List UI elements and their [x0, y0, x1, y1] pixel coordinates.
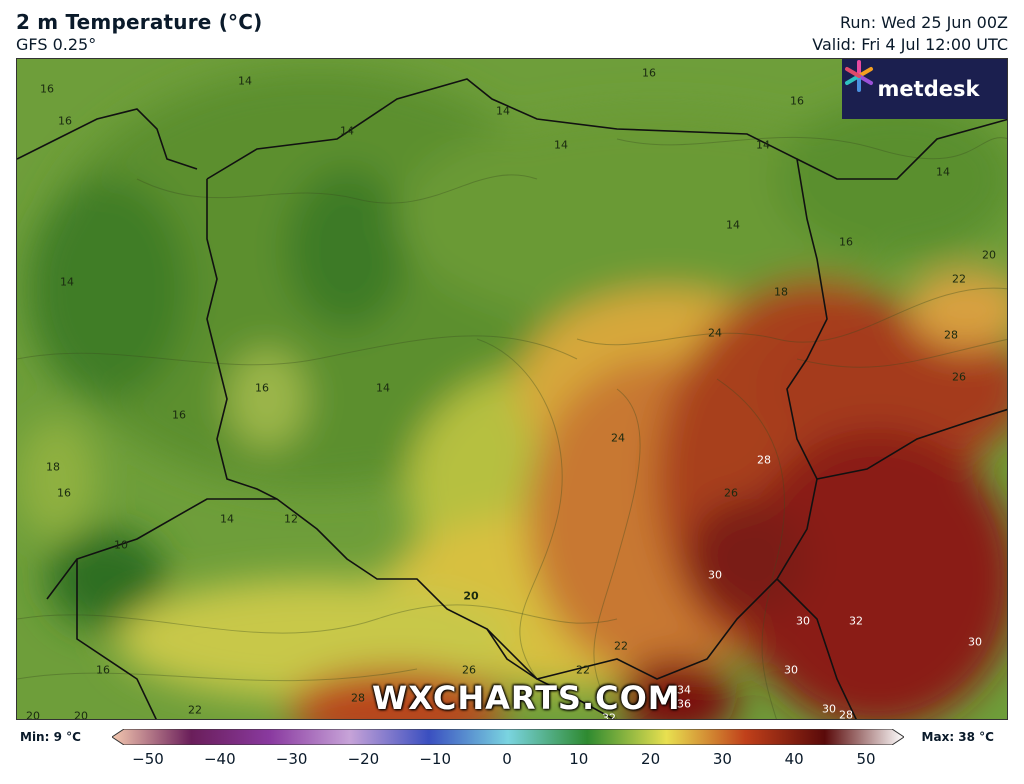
model-label: GFS 0.25°: [16, 35, 97, 54]
metdesk-logo-icon: [845, 60, 873, 92]
contour-label: 14: [756, 138, 770, 152]
contour-label: 18: [774, 285, 788, 299]
contour-label: 24: [611, 431, 625, 445]
map-fill: [17, 59, 1007, 719]
contour-label: 26: [952, 370, 966, 384]
scale-tick-label: 30: [712, 750, 732, 768]
contour-label: 14: [726, 218, 740, 232]
scale-tick-label: −10: [419, 750, 452, 768]
contour-label: 12: [284, 512, 298, 526]
contour-label: 14: [376, 381, 390, 395]
scale-tick-label: −50: [132, 750, 164, 768]
contour-label: 30: [784, 663, 798, 677]
min-temperature-label: Min: 9 °C: [20, 730, 81, 744]
contour-label: 14: [496, 104, 510, 118]
contour-label: 22: [188, 703, 202, 717]
contour-label: 18: [46, 460, 60, 474]
chart-title: 2 m Temperature (°C): [16, 10, 263, 34]
scale-tick-label: 50: [856, 750, 876, 768]
scale-tick-label: −20: [347, 750, 380, 768]
scale-tick-label: −40: [203, 750, 236, 768]
contour-label: 14: [220, 512, 234, 526]
contour-label: 14: [554, 138, 568, 152]
scale-tick-label: 40: [784, 750, 804, 768]
contour-label: 14: [60, 275, 74, 289]
contour-label: 16: [58, 114, 72, 128]
contour-label: 26: [462, 663, 476, 677]
contour-label: 30: [708, 568, 722, 582]
color-scale-bar: [112, 729, 904, 745]
contour-label: 16: [96, 663, 110, 677]
contour-label: 34: [677, 683, 691, 697]
contour-label: 16: [642, 66, 656, 80]
scale-tick-label: 0: [502, 750, 512, 768]
valid-label: Valid: Fri 4 Jul 12:00 UTC: [812, 35, 1008, 54]
contour-label: 16: [255, 381, 269, 395]
contour-label: 20: [982, 248, 996, 262]
contour-label: 22: [614, 639, 628, 653]
contour-label: 36: [677, 697, 691, 711]
metdesk-logo: metdesk: [842, 59, 1007, 119]
contour-label: 16: [790, 94, 804, 108]
contour-label: 30: [968, 635, 982, 649]
contour-label: 20: [463, 589, 479, 603]
run-label: Run: Wed 25 Jun 00Z: [840, 13, 1008, 32]
scale-tick-label: −30: [275, 750, 308, 768]
contour-label: 32: [849, 614, 863, 628]
contour-label: 14: [936, 165, 950, 179]
metdesk-logo-text: metdesk: [877, 77, 980, 101]
contour-label: 20: [26, 709, 40, 720]
contour-label: 32: [602, 711, 616, 720]
contour-label: 28: [839, 708, 853, 720]
max-temperature-label: Max: 38 °C: [921, 730, 994, 744]
scale-tick-label: 10: [569, 750, 589, 768]
contour-label: 22: [576, 663, 590, 677]
contour-label: 22: [952, 272, 966, 286]
contour-label: 28: [944, 328, 958, 342]
contour-label: 26: [724, 486, 738, 500]
wxcharts-watermark: WXCHARTS.COM: [372, 679, 681, 717]
contour-label: 20: [74, 709, 88, 720]
temperature-map[interactable]: metdesk WXCHARTS.COM 14 16 16 14 14 14 1…: [16, 58, 1008, 720]
scale-tick-label: 20: [641, 750, 661, 768]
contour-label: 16: [57, 486, 71, 500]
contour-label: 14: [340, 124, 354, 138]
contour-label: 16: [839, 235, 853, 249]
contour-label: 16: [40, 82, 54, 96]
contour-label: 28: [757, 453, 771, 467]
contour-label: 30: [796, 614, 810, 628]
contour-label: 28: [351, 691, 365, 705]
contour-label: 24: [708, 326, 722, 340]
contour-label: 30: [822, 702, 836, 716]
contour-label: 16: [172, 408, 186, 422]
contour-label: 14: [238, 74, 252, 88]
contour-label: 10: [114, 538, 128, 552]
